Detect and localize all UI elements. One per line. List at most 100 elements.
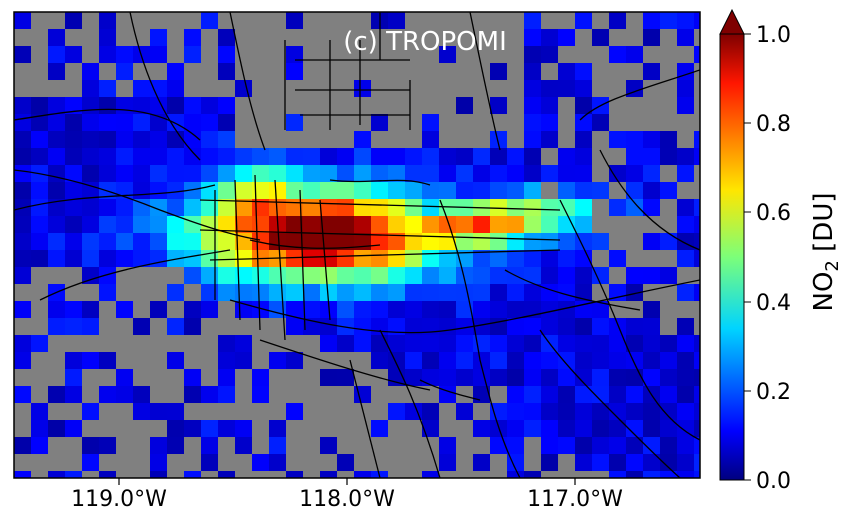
no-data-pixel: [643, 97, 661, 115]
no2-pixel: [82, 131, 100, 149]
no-data-pixel: [422, 46, 440, 64]
no-data-pixel: [592, 199, 610, 217]
no-data-pixel: [303, 454, 321, 472]
longitude-axis: 119.0°W 118.0°W 117.0°W: [71, 478, 623, 512]
no-data-pixel: [252, 352, 270, 370]
no-data-pixel: [439, 420, 457, 438]
no-data-pixel: [490, 471, 508, 478]
no-data-pixel: [592, 165, 610, 183]
no2-pixel: [354, 267, 372, 285]
no2-pixel: [167, 63, 185, 81]
no-data-pixel: [371, 454, 389, 472]
cbar-tick-label: 0.4: [756, 291, 791, 316]
no2-pixel: [82, 182, 100, 200]
no2-pixel: [643, 148, 661, 166]
no-data-pixel: [150, 267, 168, 285]
no2-pixel: [388, 250, 406, 268]
no-data-pixel: [507, 97, 525, 115]
no-data-pixel: [116, 335, 134, 353]
no2-pixel: [660, 403, 678, 421]
no2-pixel: [524, 284, 542, 302]
colorbar-label-main: NO: [809, 272, 839, 312]
no-data-pixel: [252, 335, 270, 353]
no2-pixel: [184, 148, 202, 166]
no2-pixel: [201, 12, 219, 30]
no2-pixel: [405, 165, 423, 183]
no2-pixel: [473, 454, 491, 472]
no-data-pixel: [337, 46, 355, 64]
no-data-pixel: [82, 46, 100, 64]
no2-pixel: [524, 420, 542, 438]
no-data-pixel: [660, 216, 678, 234]
no-data-pixel: [235, 97, 253, 115]
no2-pixel: [14, 165, 32, 183]
no-data-pixel: [133, 454, 151, 472]
no2-pixel: [167, 131, 185, 149]
no2-pixel: [388, 284, 406, 302]
no2-pixel: [422, 284, 440, 302]
no2-pixel: [99, 199, 117, 217]
no-data-pixel: [31, 63, 49, 81]
no-data-pixel: [14, 403, 32, 421]
no-data-pixel: [133, 471, 151, 478]
no2-pixel: [626, 182, 644, 200]
no2-pixel: [235, 216, 253, 234]
no2-pixel: [626, 471, 644, 478]
no-data-pixel: [235, 131, 253, 149]
no2-pixel: [116, 63, 134, 81]
no2-pixel: [218, 386, 236, 404]
no2-pixel: [558, 216, 576, 234]
no-data-pixel: [201, 403, 219, 421]
no-data-pixel: [558, 131, 576, 149]
no2-pixel: [184, 182, 202, 200]
no-data-pixel: [99, 420, 117, 438]
no2-pixel: [609, 318, 627, 336]
no-data-pixel: [320, 403, 338, 421]
no-data-pixel: [490, 386, 508, 404]
no-data-pixel: [235, 114, 253, 132]
no2-pixel: [235, 437, 253, 455]
no2-pixel: [218, 250, 236, 268]
no-data-pixel: [320, 46, 338, 64]
cbar-tick-label: 0.6: [756, 201, 791, 226]
no-data-pixel: [303, 46, 321, 64]
no2-pixel: [218, 335, 236, 353]
no2-pixel: [422, 199, 440, 217]
no2-pixel: [439, 46, 457, 64]
no2-pixel: [354, 284, 372, 302]
no2-pixel: [116, 233, 134, 251]
no2-pixel: [184, 369, 202, 387]
lon-tick-label: 118.0°W: [299, 487, 395, 512]
no2-pixel: [218, 29, 236, 47]
no-data-pixel: [320, 12, 338, 30]
no2-pixel: [592, 182, 610, 200]
no2-pixel: [626, 267, 644, 285]
no2-pixel: [235, 352, 253, 370]
no-data-pixel: [303, 114, 321, 132]
no2-pixel: [439, 199, 457, 217]
no2-pixel: [14, 12, 32, 30]
no-data-pixel: [65, 284, 83, 302]
no2-pixel: [660, 386, 678, 404]
no-data-pixel: [116, 29, 134, 47]
colorbar-label-unit: [DU]: [809, 193, 839, 261]
no-data-pixel: [303, 131, 321, 149]
no-data-pixel: [218, 403, 236, 421]
no-data-pixel: [167, 29, 185, 47]
no2-pixel: [575, 80, 593, 98]
no2-pixel: [558, 29, 576, 47]
no-data-pixel: [388, 29, 406, 47]
no-data-pixel: [660, 29, 678, 47]
no-data-pixel: [269, 114, 287, 132]
no2-pixel: [524, 369, 542, 387]
no-data-pixel: [354, 29, 372, 47]
no2-pixel: [337, 301, 355, 319]
no2-pixel: [201, 386, 219, 404]
no2-pixel: [337, 250, 355, 268]
no2-pixel: [694, 250, 700, 268]
no-data-pixel: [541, 148, 559, 166]
no2-pixel: [456, 233, 474, 251]
no-data-pixel: [320, 386, 338, 404]
no-data-pixel: [354, 369, 372, 387]
no-data-pixel: [677, 301, 695, 319]
